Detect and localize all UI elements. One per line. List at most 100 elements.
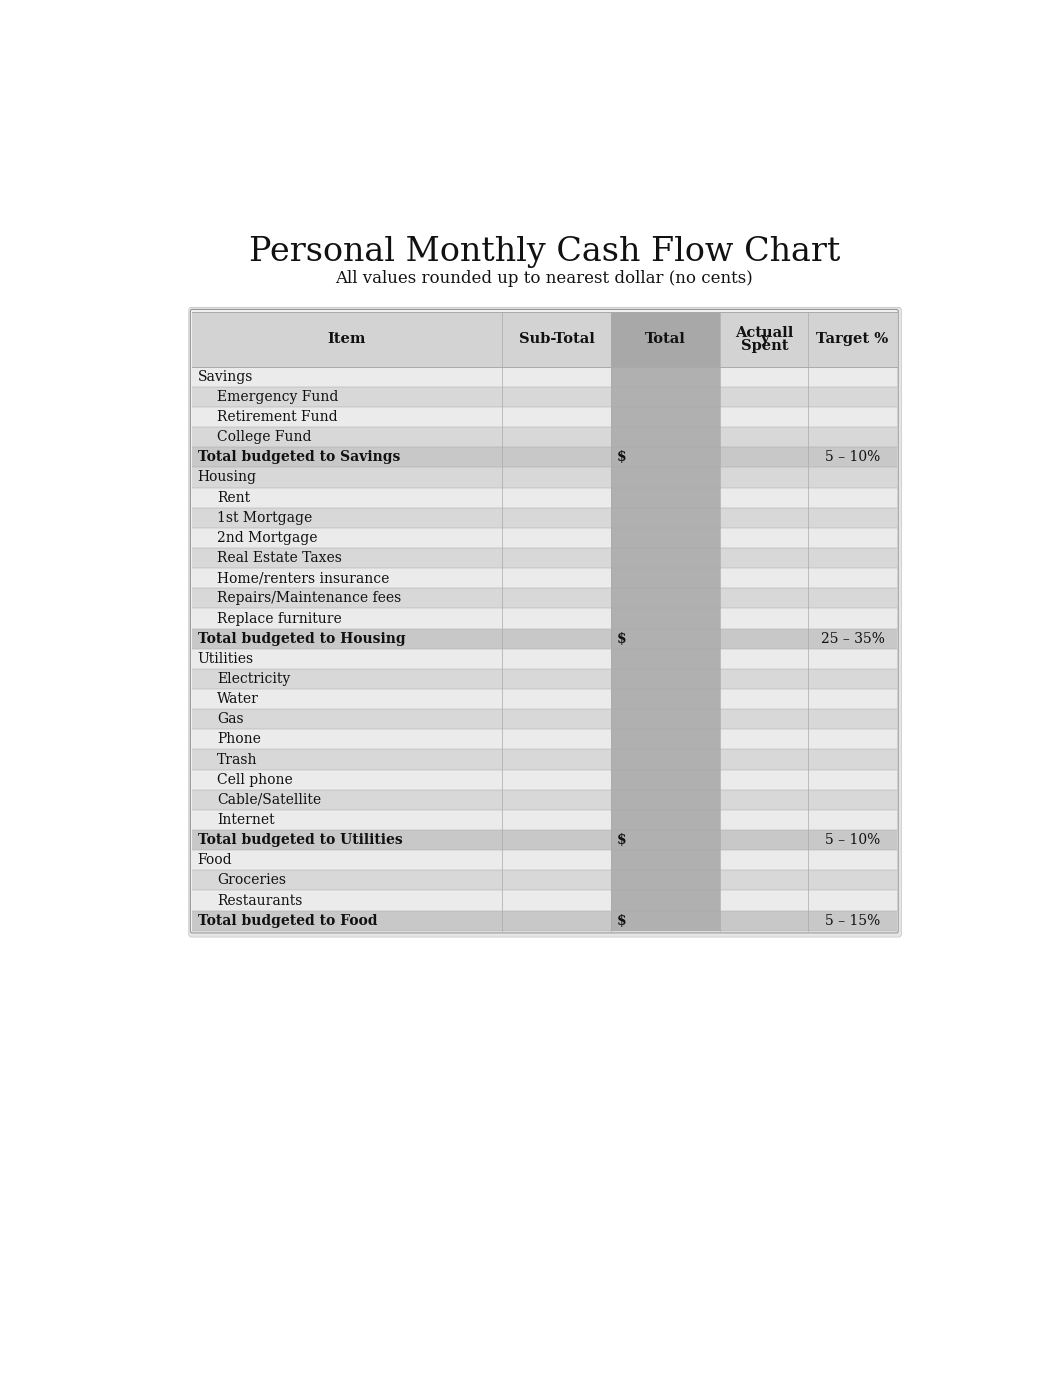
Bar — [720, 427, 808, 448]
Bar — [808, 628, 896, 649]
Text: Food: Food — [198, 854, 233, 868]
Bar — [502, 548, 612, 569]
Bar — [612, 366, 720, 387]
Text: Home/renters insurance: Home/renters insurance — [218, 571, 390, 585]
Bar — [192, 790, 502, 810]
Bar — [612, 628, 720, 649]
Bar — [808, 830, 896, 850]
Text: Groceries: Groceries — [218, 873, 287, 887]
Bar — [612, 527, 720, 548]
Bar — [808, 870, 896, 891]
Bar — [192, 387, 502, 408]
Text: 5 – 15%: 5 – 15% — [825, 914, 880, 928]
Text: Housing: Housing — [198, 471, 257, 485]
Bar — [720, 910, 808, 931]
Bar — [612, 548, 720, 569]
Bar — [502, 588, 612, 609]
Text: Total budgeted to Savings: Total budgeted to Savings — [198, 450, 400, 464]
Bar — [192, 870, 502, 891]
Text: Cell phone: Cell phone — [218, 772, 293, 786]
Bar — [720, 569, 808, 588]
Bar — [502, 749, 612, 770]
Bar — [720, 870, 808, 891]
Bar — [192, 850, 502, 870]
Bar — [502, 669, 612, 688]
Bar — [808, 366, 896, 387]
Bar — [192, 830, 502, 850]
Bar — [720, 548, 808, 569]
Bar — [808, 609, 896, 628]
Bar — [720, 850, 808, 870]
Bar — [808, 448, 896, 467]
Text: Electricity: Electricity — [218, 672, 291, 686]
FancyBboxPatch shape — [190, 310, 898, 932]
Text: Internet: Internet — [218, 812, 275, 828]
Bar — [720, 387, 808, 408]
Bar — [502, 730, 612, 749]
Bar — [720, 770, 808, 790]
Text: $: $ — [617, 632, 627, 646]
Bar — [612, 870, 720, 891]
Bar — [720, 366, 808, 387]
Bar — [192, 770, 502, 790]
Bar — [808, 730, 896, 749]
Text: Savings: Savings — [198, 370, 253, 384]
Text: Cable/Satellite: Cable/Satellite — [218, 793, 322, 807]
Bar — [502, 527, 612, 548]
Bar — [808, 749, 896, 770]
Bar — [612, 408, 720, 427]
Text: Retirement Fund: Retirement Fund — [218, 410, 338, 424]
Bar — [808, 669, 896, 688]
Bar — [720, 408, 808, 427]
Text: $: $ — [617, 450, 627, 464]
Text: Total budgeted to Housing: Total budgeted to Housing — [198, 632, 406, 646]
Bar — [808, 387, 896, 408]
Text: Actuall: Actuall — [735, 325, 793, 340]
Text: Sub-Total: Sub-Total — [518, 332, 595, 346]
Bar — [502, 810, 612, 830]
Bar — [612, 427, 720, 448]
Bar — [192, 467, 502, 487]
Bar — [720, 688, 808, 709]
Bar — [808, 649, 896, 669]
Bar — [612, 609, 720, 628]
Bar — [502, 830, 612, 850]
Bar — [192, 688, 502, 709]
Bar — [502, 649, 612, 669]
Bar — [720, 487, 808, 508]
Bar — [808, 850, 896, 870]
Bar — [720, 790, 808, 810]
Bar — [612, 387, 720, 408]
Bar — [720, 628, 808, 649]
Bar — [720, 891, 808, 910]
Bar — [808, 569, 896, 588]
Bar — [808, 548, 896, 569]
Bar — [612, 850, 720, 870]
Text: Total: Total — [646, 332, 686, 346]
Text: College Fund: College Fund — [218, 430, 312, 445]
Bar — [720, 649, 808, 669]
Text: Target %: Target % — [817, 332, 889, 346]
Text: 25 – 35%: 25 – 35% — [821, 632, 885, 646]
Bar — [192, 730, 502, 749]
Bar — [502, 467, 612, 487]
Text: Utilities: Utilities — [198, 651, 254, 666]
Text: 2nd Mortgage: 2nd Mortgage — [218, 532, 318, 545]
Bar — [502, 709, 612, 730]
Bar — [612, 311, 720, 366]
Text: Replace furniture: Replace furniture — [218, 611, 342, 625]
Text: Emergency Fund: Emergency Fund — [218, 390, 339, 403]
Bar — [612, 730, 720, 749]
Bar — [720, 467, 808, 487]
Bar — [612, 790, 720, 810]
Text: Trash: Trash — [218, 753, 258, 767]
Text: Rent: Rent — [218, 490, 251, 504]
Bar — [720, 730, 808, 749]
Text: Restaurants: Restaurants — [218, 894, 303, 907]
Bar — [720, 749, 808, 770]
Bar — [720, 810, 808, 830]
Text: Total budgeted to Food: Total budgeted to Food — [198, 914, 377, 928]
Bar — [192, 569, 502, 588]
Text: Water: Water — [218, 693, 259, 706]
Bar — [192, 749, 502, 770]
